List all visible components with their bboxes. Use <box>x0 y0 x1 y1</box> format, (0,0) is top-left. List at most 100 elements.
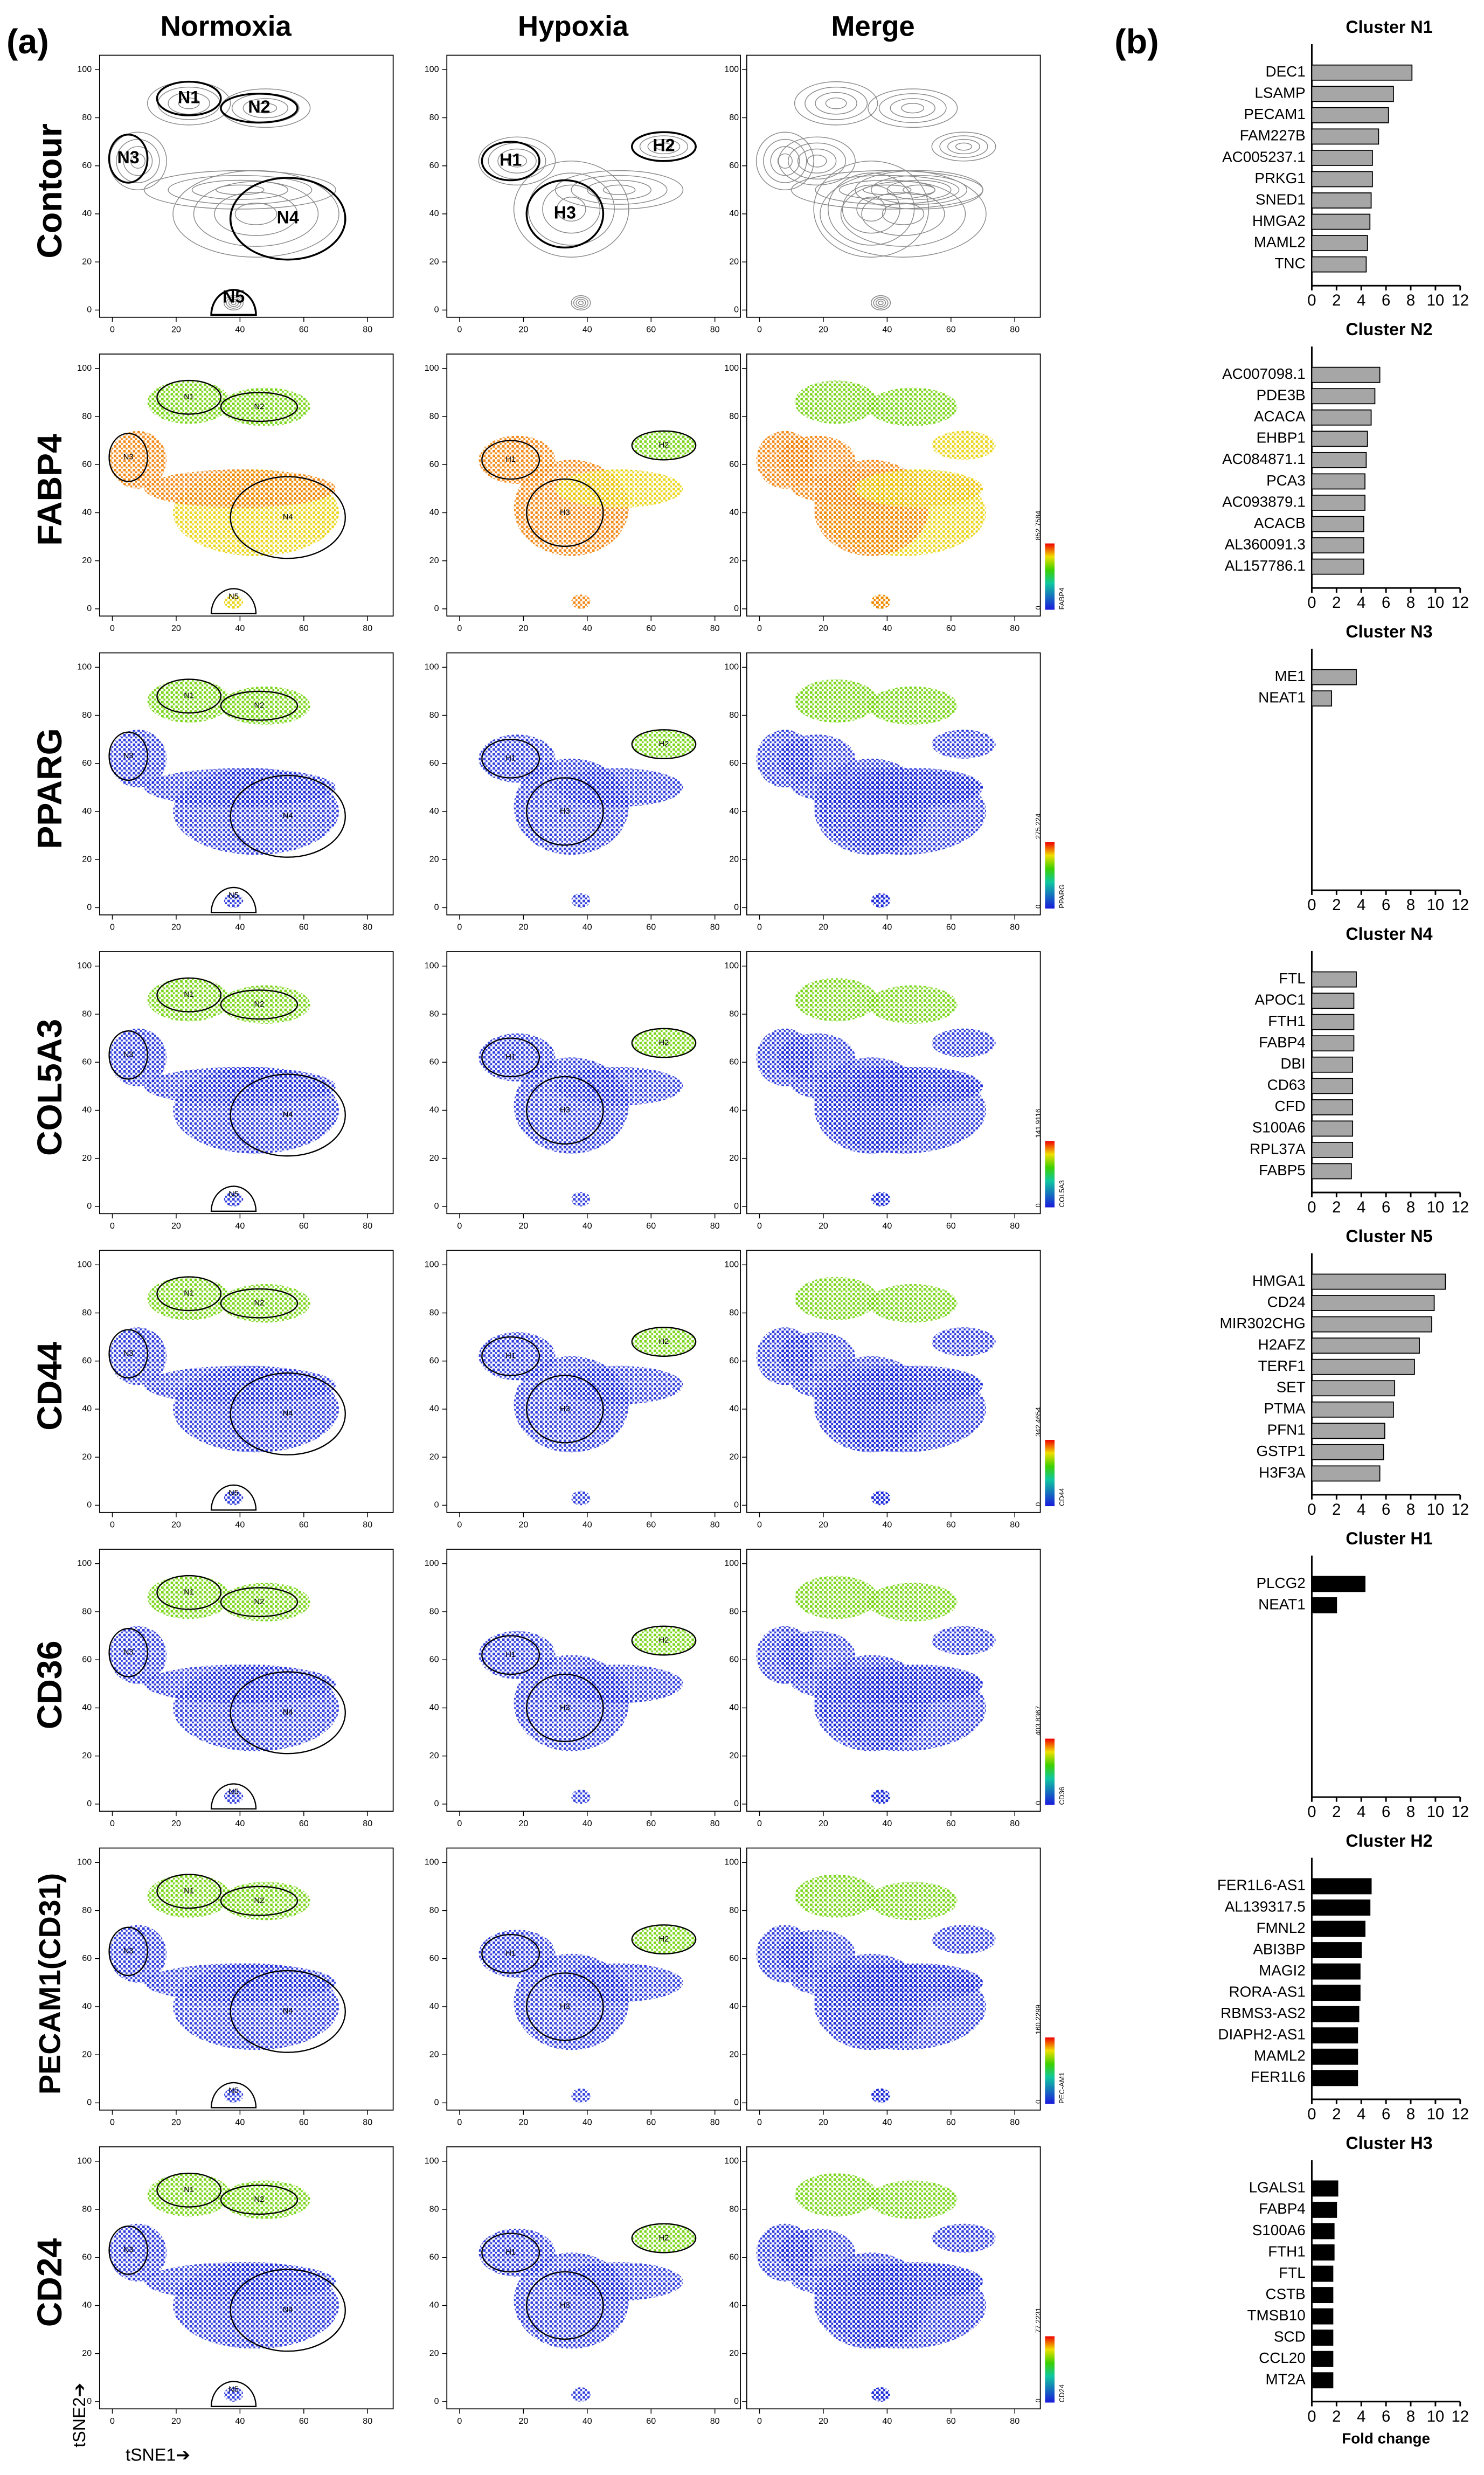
bar <box>1311 971 1357 988</box>
x-tick-label: 0 <box>110 2117 115 2127</box>
cell-cloud <box>868 1284 958 1323</box>
x-tick-label: 8 <box>1406 594 1415 612</box>
cluster-outline <box>631 729 697 759</box>
cell-cloud <box>855 1665 983 1703</box>
category-label: DEC1 <box>1266 63 1306 80</box>
x-tick-label: 10 <box>1427 2105 1445 2123</box>
x-tick-label: 12 <box>1452 1803 1469 1821</box>
x-tick-label: 20 <box>171 1819 181 1828</box>
bar <box>1311 2265 1334 2282</box>
cluster-outline <box>108 133 149 184</box>
x-axis-label: tSNE1➔ <box>126 2445 190 2464</box>
bar <box>1311 1423 1385 1439</box>
cluster-label: H2 <box>659 1636 669 1645</box>
colorbar-min: 0 <box>1034 1801 1042 1805</box>
category-label: SCD <box>1274 2328 1306 2345</box>
y-tick-label: 60 <box>82 758 92 768</box>
y-tick-label: 20 <box>729 256 739 266</box>
cluster-label: N3 <box>123 1349 134 1358</box>
colorbar-min: 0 <box>1034 606 1042 609</box>
cluster-outline <box>108 433 148 482</box>
bar <box>1311 2244 1335 2261</box>
colorbar-label: PEC-AM1 <box>1058 2072 1066 2104</box>
cluster-label: H3 <box>560 2301 570 2310</box>
cluster-label: H3 <box>560 508 570 517</box>
y-tick-label: 20 <box>82 1452 92 1461</box>
cluster-label: H2 <box>659 1337 669 1346</box>
y-tick-label: 40 <box>729 2300 739 2310</box>
y-tick-label: 0 <box>87 1500 92 1510</box>
x-tick-label: 20 <box>171 623 181 633</box>
category-label: MIR302CHG <box>1220 1315 1306 1332</box>
cluster-label: N2 <box>254 403 265 411</box>
bar <box>1311 1014 1355 1030</box>
category-label: MT2A <box>1266 2371 1306 2388</box>
x-tick-label: 0 <box>457 1520 462 1529</box>
colorbar <box>1045 543 1055 610</box>
x-tick-label: 80 <box>1010 1819 1020 1828</box>
y-tick-label: 80 <box>729 2204 739 2214</box>
x-tick-label: 20 <box>518 2117 528 2127</box>
x-tick-label: 6 <box>1382 1803 1390 1821</box>
column-header: Merge <box>831 11 914 43</box>
cluster-outline <box>230 1073 346 1157</box>
bar <box>1311 1597 1337 1613</box>
y-tick-label: 20 <box>729 556 739 565</box>
y-tick-label: 100 <box>77 961 92 970</box>
cell-cloud <box>109 431 167 489</box>
contour <box>478 136 556 186</box>
x-tick-label: 40 <box>582 1520 592 1529</box>
x-tick-label: 40 <box>235 1520 245 1529</box>
colorbar-max: 160.2299 <box>1034 2005 1042 2034</box>
cluster-label: N4 <box>283 1111 293 1119</box>
cluster-label: N1 <box>184 1887 194 1896</box>
colorbar-max: 403.8367 <box>1034 1706 1042 1736</box>
x-tick-label: 8 <box>1406 1501 1415 1519</box>
cluster-label: H3 <box>560 1703 570 1712</box>
x-tick-label: 80 <box>710 1221 720 1231</box>
contour <box>840 181 966 247</box>
cluster-outline <box>631 1625 697 1656</box>
y-tick-label: 100 <box>724 662 739 672</box>
cluster-outline <box>220 93 299 124</box>
y-tick-label: 20 <box>82 2348 92 2358</box>
cluster-label: N1 <box>184 2186 194 2194</box>
y-tick-label: 100 <box>425 65 439 74</box>
y-tick-label: 40 <box>729 806 739 816</box>
colorbar-label: FABP4 <box>1058 588 1066 610</box>
y-tick-label: 100 <box>425 363 439 373</box>
cluster-label: N4 <box>283 1410 293 1418</box>
x-tick-label: 6 <box>1382 1198 1390 1216</box>
cluster-label: N5 <box>228 1489 239 1498</box>
x-tick-label: 10 <box>1427 2408 1445 2425</box>
cell-cloud <box>555 1963 683 2002</box>
x-tick-label: 20 <box>518 2416 528 2426</box>
y-tick-label: 100 <box>724 2156 739 2166</box>
contour <box>143 170 336 210</box>
bar <box>1311 1358 1415 1375</box>
cluster-label: H1 <box>505 1950 516 1958</box>
chart-title: Cluster H1 <box>1346 1529 1432 1548</box>
cluster-label: H2 <box>659 1935 669 1944</box>
category-label: SNED1 <box>1256 191 1306 207</box>
y-tick-label: 60 <box>82 1057 92 1066</box>
x-tick-label: 20 <box>819 324 828 334</box>
colorbar-min: 0 <box>1034 905 1042 909</box>
cell-cloud <box>147 679 231 723</box>
cluster-outline <box>220 392 299 422</box>
cluster-outline <box>481 1933 540 1974</box>
bar <box>1311 1985 1361 2001</box>
chart-title: Cluster H2 <box>1346 1831 1432 1850</box>
y-tick-label: 100 <box>77 363 92 373</box>
cell-cloud <box>571 1490 591 1506</box>
cluster-outline <box>481 2233 540 2273</box>
contour <box>647 138 681 155</box>
cell-cloud <box>855 1963 983 2002</box>
cell-cloud <box>109 1925 167 1983</box>
y-tick-label: 20 <box>429 1452 439 1461</box>
x-tick-label: 80 <box>363 1520 372 1529</box>
cluster-outline <box>108 1628 148 1677</box>
category-label: FER1L6-AS1 <box>1217 1877 1306 1894</box>
cluster-outline <box>526 478 604 547</box>
colorbar-min: 0 <box>1034 2398 1042 2402</box>
